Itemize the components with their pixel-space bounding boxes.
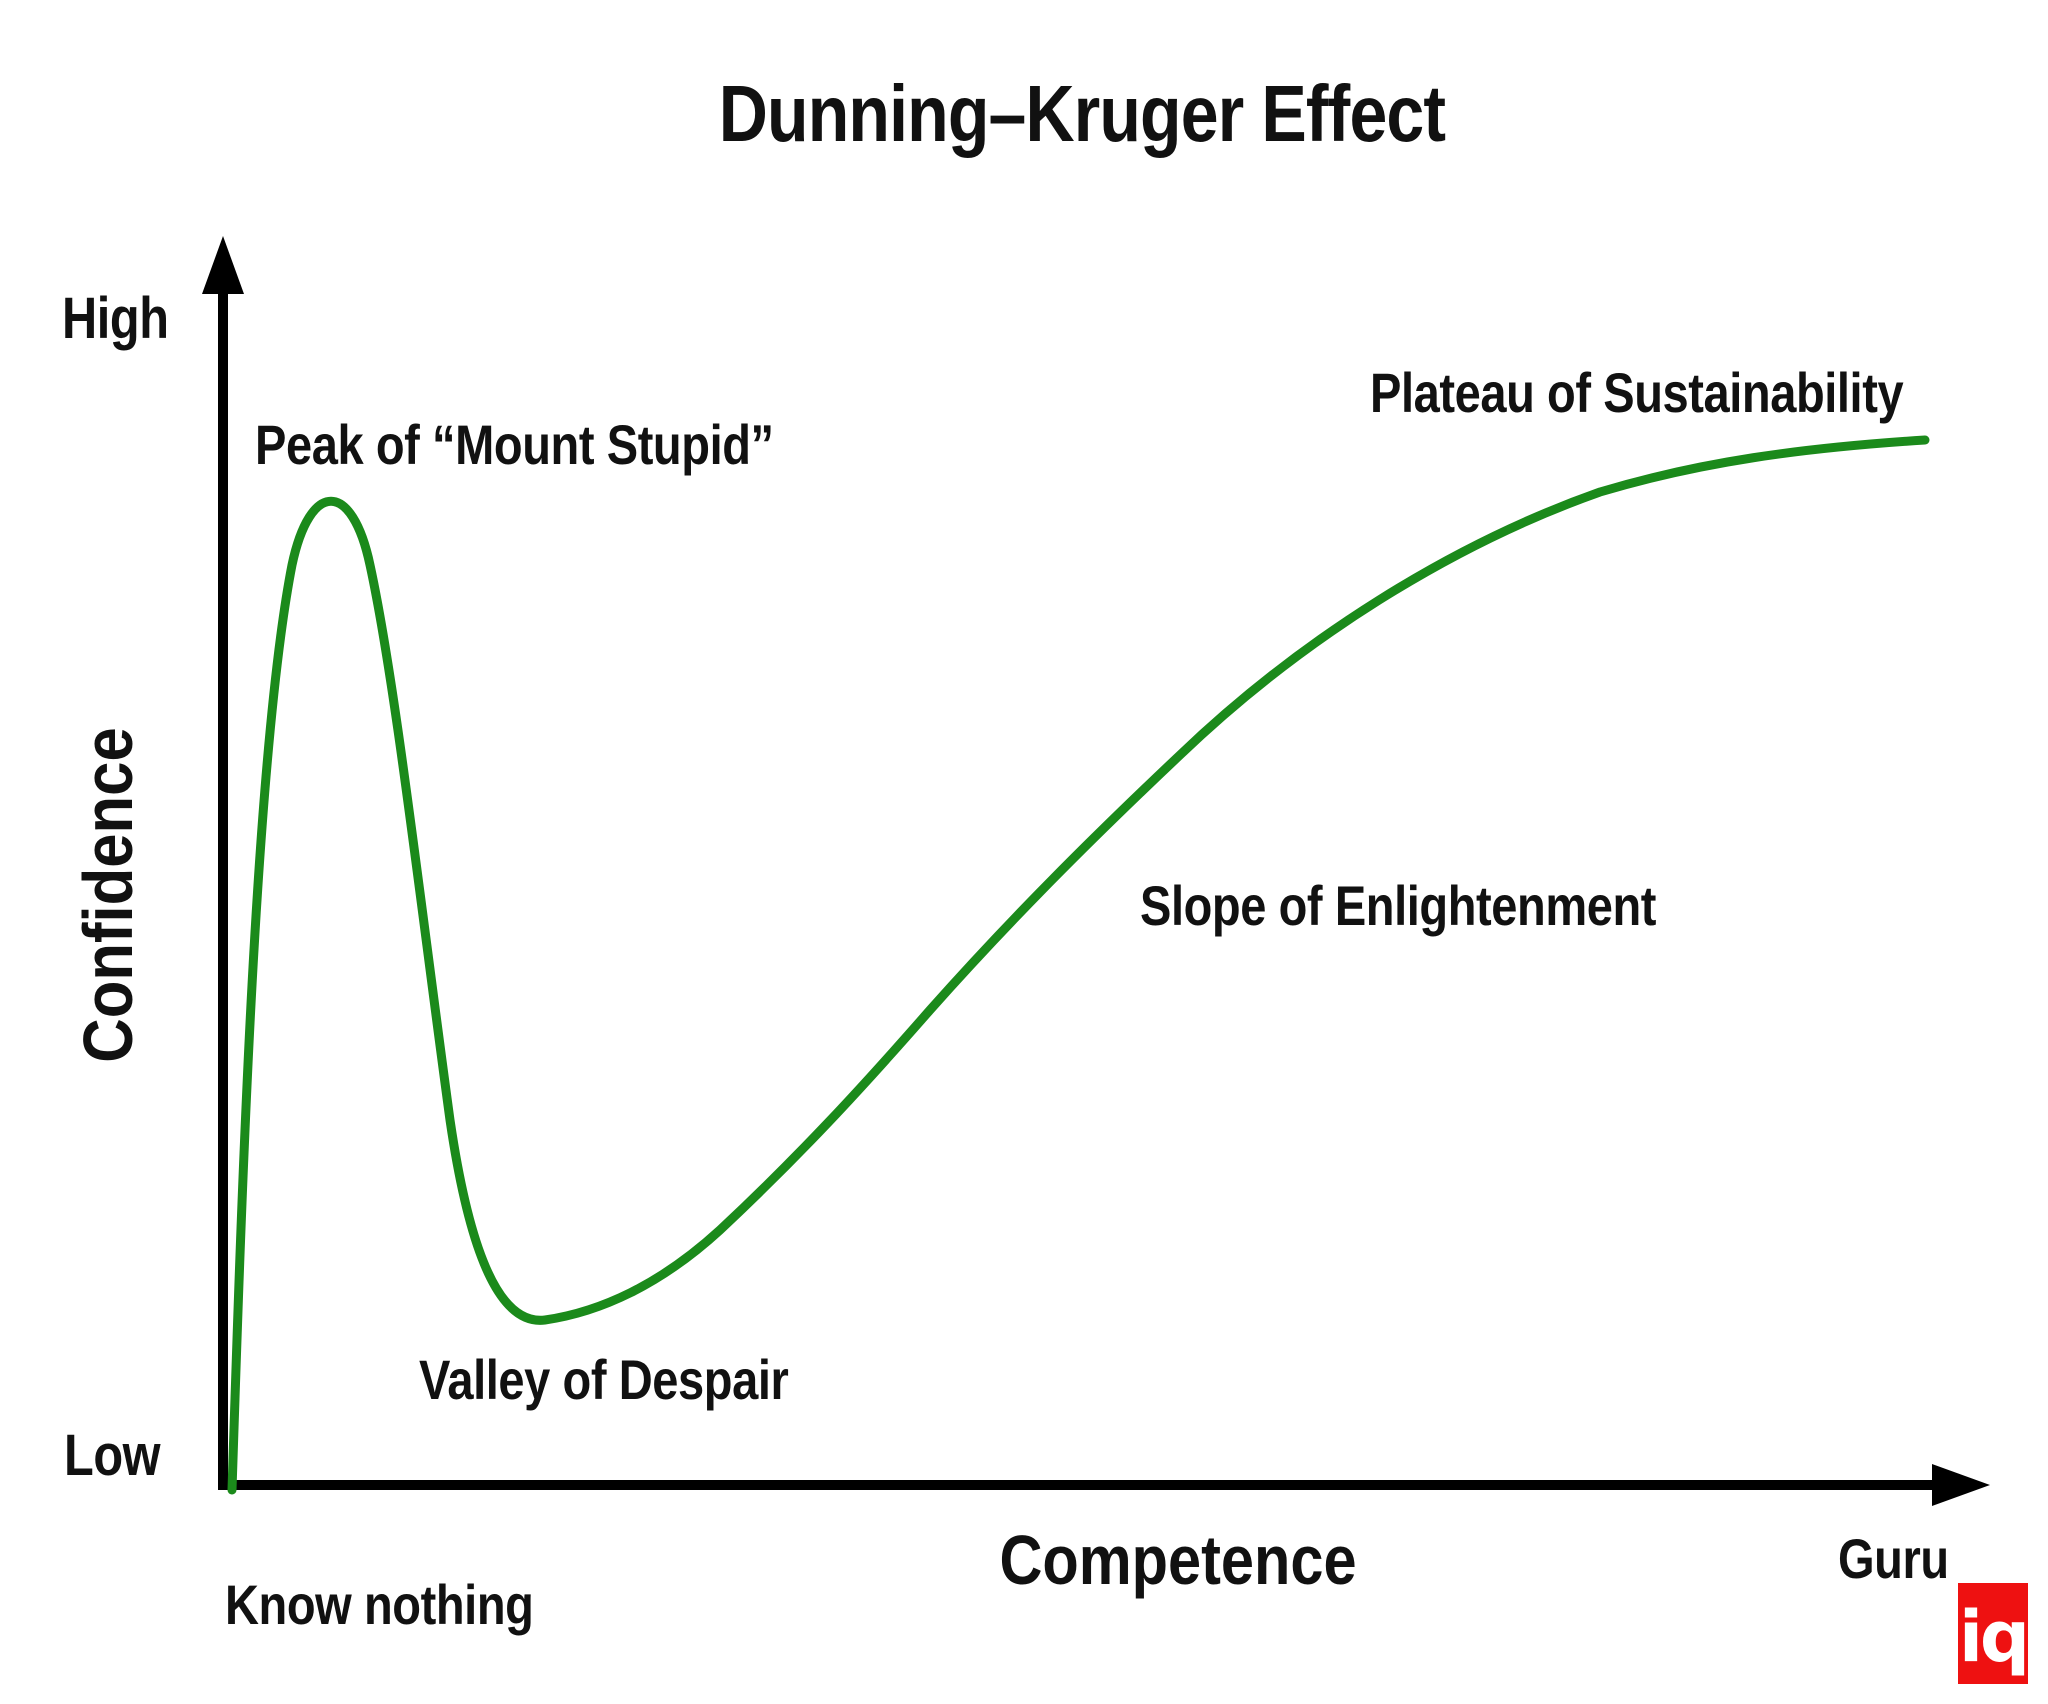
annotation-valley-of-despair: Valley of Despair: [419, 1348, 789, 1411]
y-axis-low-label: Low: [64, 1423, 161, 1488]
y-axis-high-label: High: [62, 286, 169, 351]
x-axis-know-nothing-label: Know nothing: [225, 1573, 534, 1636]
x-axis-title: Competence: [999, 1521, 1357, 1599]
chart-title: Dunning–Kruger Effect: [718, 69, 1446, 158]
x-axis-arrowhead-icon: [1932, 1464, 1990, 1506]
motoiq-logo-red-box: iq: [1958, 1583, 2030, 1684]
annotation-peak-of-mount-stupid: Peak of “Mount Stupid”: [255, 413, 774, 476]
motoiq-logo-iq-text: iq: [1958, 1595, 2030, 1678]
annotation-plateau-of-sustainability: Plateau of Sustainability: [1370, 361, 1904, 424]
confidence-curve: [227, 435, 1930, 1495]
y-axis-title: Confidence: [69, 727, 147, 1063]
annotation-slope-of-enlightenment: Slope of Enlightenment: [1140, 874, 1657, 937]
y-axis-arrowhead-icon: [202, 236, 244, 294]
x-axis-guru-label: Guru: [1838, 1527, 1949, 1590]
